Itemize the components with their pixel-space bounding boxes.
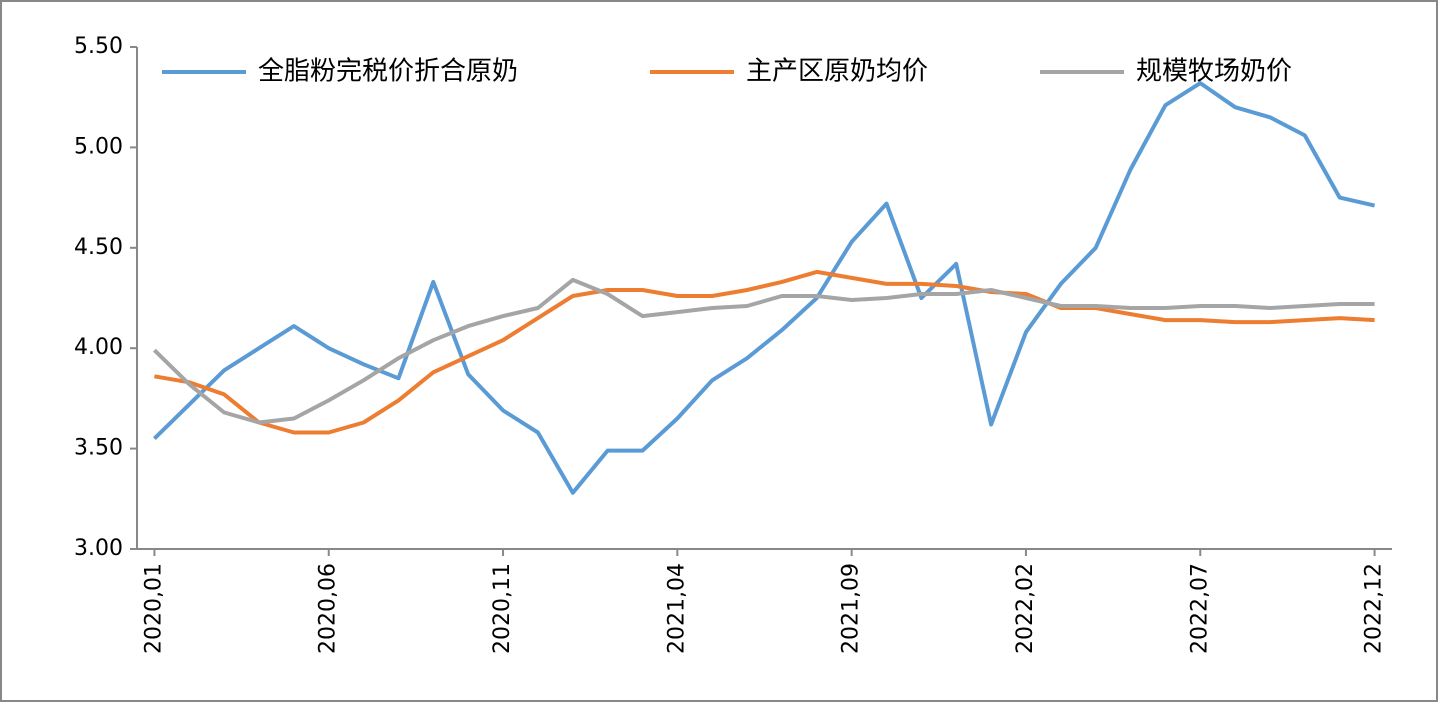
y-tick-label: 4.00 — [74, 335, 123, 360]
legend-label: 规模牧场奶价 — [1136, 57, 1292, 87]
series-line — [153, 81, 1376, 495]
legend-label: 全脂粉完税价折合原奶 — [258, 57, 518, 87]
x-tick-label: 2022,07 — [1187, 563, 1212, 654]
y-tick-label: 4.50 — [74, 235, 123, 260]
x-tick-label: 2022,02 — [1013, 563, 1038, 654]
x-tick-label: 2021,09 — [839, 563, 864, 654]
y-tick-label: 5.00 — [74, 134, 123, 159]
legend-label: 主产区原奶均价 — [746, 57, 928, 87]
y-tick-label: 3.00 — [74, 536, 123, 561]
y-tick-label: 5.50 — [74, 34, 123, 59]
series-line — [154, 269, 1375, 435]
y-tick-label: 3.50 — [74, 436, 123, 461]
series-line — [153, 277, 1375, 425]
x-tick-label: 2020,01 — [141, 563, 166, 654]
x-tick-label: 2022,12 — [1362, 563, 1387, 654]
x-tick-label: 2021,04 — [664, 563, 689, 654]
x-tick-label: 2020,06 — [316, 563, 341, 654]
x-tick-label: 2020,11 — [490, 563, 515, 654]
